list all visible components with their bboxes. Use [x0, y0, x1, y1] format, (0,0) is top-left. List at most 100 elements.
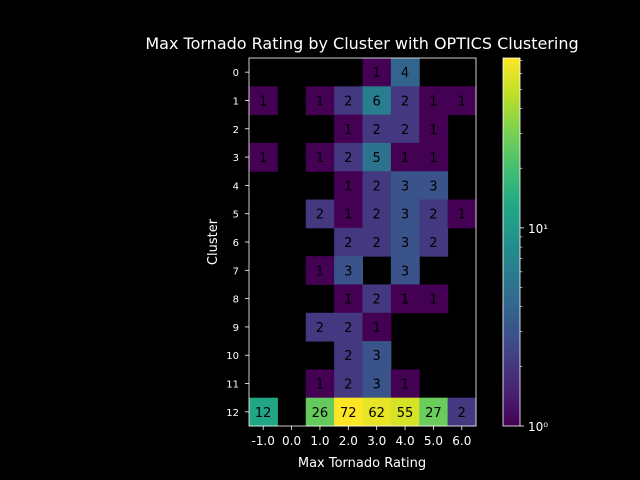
heatmap-cell	[362, 284, 392, 314]
cell-value-label: 1	[429, 94, 437, 109]
x-tick-label: -1.0	[251, 434, 274, 448]
heatmap-cell	[390, 369, 420, 399]
heatmap-cell	[249, 86, 278, 116]
cell-value-label: 1	[429, 293, 437, 308]
cell-value-label: 2	[458, 406, 466, 421]
heatmap-cell	[447, 397, 477, 427]
y-tick-label: 2	[233, 125, 239, 136]
heatmap-cell	[249, 142, 278, 172]
cell-value-label: 2	[344, 321, 352, 336]
heatmap-cell	[334, 199, 363, 229]
cell-value-label: 5	[373, 151, 381, 166]
heatmap-cell	[305, 199, 335, 229]
x-tick-label: 5.0	[424, 434, 443, 448]
heatmap-cell	[334, 114, 363, 144]
colorbar-gradient	[502, 57, 521, 427]
y-tick-label: 11	[226, 380, 239, 391]
colorbar-tick-label: 10¹	[528, 222, 548, 236]
cell-value-label: 27	[425, 406, 442, 421]
cell-value-label: 2	[344, 378, 352, 393]
heatmap-cell	[419, 284, 449, 314]
y-tick-label: 1	[233, 96, 239, 107]
y-tick-label: 8	[233, 295, 239, 306]
cell-value-label: 1	[259, 94, 267, 109]
heatmap-cell	[390, 397, 420, 427]
heatmap-cell	[362, 227, 392, 257]
cell-value-label: 1	[316, 151, 324, 166]
heatmap-cell	[419, 142, 449, 172]
cell-value-label: 3	[401, 264, 409, 279]
heatmap-cell	[362, 397, 392, 427]
colorbar: 10⁰ 10¹	[502, 57, 548, 434]
heatmap-cell	[334, 142, 363, 172]
x-tick-label: 4.0	[396, 434, 415, 448]
cell-value-label: 2	[344, 94, 352, 109]
cell-value-label: 62	[368, 406, 385, 421]
heatmap-cell	[419, 86, 449, 116]
cell-value-label: 2	[344, 151, 352, 166]
colorbar-tick-label: 10⁰	[528, 420, 548, 434]
heatmap-cell	[362, 114, 392, 144]
heatmap-cell	[334, 341, 363, 370]
heatmap-cell	[305, 256, 335, 285]
x-tick-label: 1.0	[310, 434, 329, 448]
cell-value-label: 2	[344, 236, 352, 251]
cell-value-label: 12	[255, 406, 272, 421]
cell-value-label: 1	[429, 151, 437, 166]
y-tick-label: 3	[233, 153, 239, 164]
cell-value-label: 1	[458, 94, 466, 109]
cell-value-label: 1	[373, 66, 381, 81]
cell-value-label: 3	[373, 349, 381, 364]
cell-value-label: 72	[340, 406, 357, 421]
heatmap-cell	[334, 256, 363, 285]
chart-title: Max Tornado Rating by Cluster with OPTIC…	[145, 34, 578, 53]
cell-value-label: 3	[401, 236, 409, 251]
y-tick-label: 7	[233, 266, 239, 277]
x-tick-label: 2.0	[339, 434, 358, 448]
heatmap-cell	[334, 171, 363, 201]
cell-value-label: 2	[373, 179, 381, 194]
cell-value-label: 6	[373, 94, 381, 109]
cell-value-label: 2	[316, 321, 324, 336]
cell-value-label: 2	[429, 236, 437, 251]
heatmap-cell	[447, 86, 477, 116]
cell-value-label: 2	[401, 123, 409, 138]
y-tick-label: 4	[233, 181, 239, 192]
x-tick-label: 3.0	[367, 434, 386, 448]
heatmap-cell	[305, 142, 335, 172]
heatmap-cell	[390, 171, 420, 201]
heatmap-cell-labels: 1 41 1 2 6 2 1 11 2 2 11 1 2 5 1 11 2 3 32 1 2 3 2 12 2 3 21 3 31 2 1 1…	[255, 66, 466, 421]
heatmap-cell	[362, 142, 392, 172]
heatmap-cell	[390, 86, 420, 116]
cell-value-label: 1	[259, 151, 267, 166]
heatmap-cells	[249, 58, 477, 427]
heatmap-cell	[390, 284, 420, 314]
heatmap-cell	[447, 199, 477, 229]
cell-value-label: 55	[397, 406, 414, 421]
y-axis-label: Cluster	[206, 218, 221, 265]
cell-value-label: 1	[429, 123, 437, 138]
y-tick-label: 0	[233, 68, 239, 79]
y-tick-label: 6	[233, 238, 239, 249]
cell-value-label: 2	[373, 208, 381, 223]
cell-value-label: 2	[429, 208, 437, 223]
heatmap-cell	[419, 227, 449, 257]
cell-value-label: 3	[429, 179, 437, 194]
cell-value-label: 2	[316, 208, 324, 223]
heatmap-cell	[305, 369, 335, 399]
heatmap-cell	[362, 341, 392, 370]
cell-value-label: 3	[344, 264, 352, 279]
heatmap-cell	[390, 227, 420, 257]
heatmap-cell	[390, 199, 420, 229]
cell-value-label: 1	[316, 94, 324, 109]
heatmap-cell	[305, 86, 335, 116]
cell-value-label: 1	[344, 179, 352, 194]
heatmap-cell	[390, 142, 420, 172]
cell-value-label: 3	[401, 179, 409, 194]
heatmap-cell	[305, 397, 335, 427]
x-tick-label: 0.0	[282, 434, 301, 448]
heatmap-cell	[362, 312, 392, 342]
heatmap-cell	[419, 199, 449, 229]
cell-value-label: 1	[401, 151, 409, 166]
